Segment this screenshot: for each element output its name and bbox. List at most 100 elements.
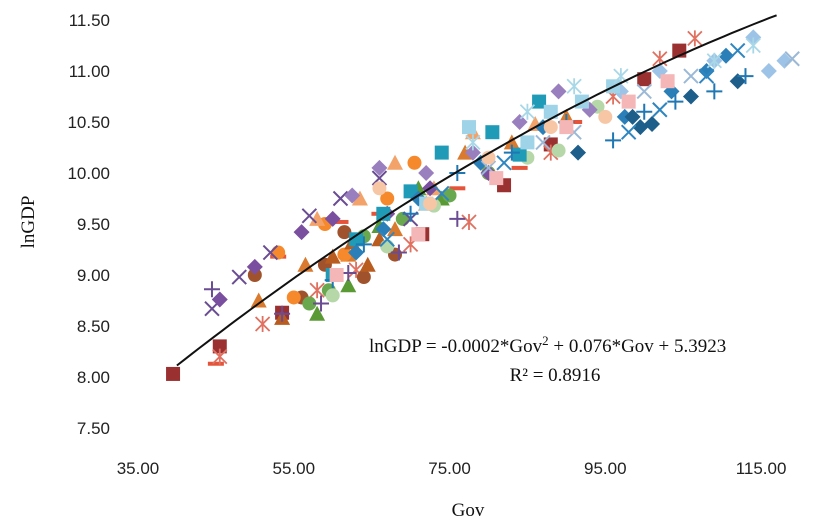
data-point: [462, 120, 476, 135]
data-point: [559, 120, 574, 135]
data-point: [247, 268, 262, 282]
x-tick-label: 55.00: [272, 459, 315, 478]
y-tick-label: 7.50: [77, 419, 110, 438]
data-point: [745, 37, 761, 54]
data-point: [262, 244, 279, 261]
data-point: [729, 42, 746, 59]
data-point: [418, 165, 435, 181]
data-point: [309, 210, 326, 226]
data-point: [729, 73, 746, 90]
data-point: [605, 132, 622, 149]
data-point: [332, 190, 349, 207]
data-point: [390, 244, 407, 261]
data-point: [212, 348, 228, 365]
data-point: [682, 88, 699, 105]
data-point: [380, 239, 395, 254]
data-point: [481, 150, 496, 165]
data-point: [687, 30, 703, 47]
data-point: [325, 288, 340, 303]
data-point: [551, 143, 566, 158]
data-point: [313, 295, 330, 312]
y-tick-label: 11.50: [69, 11, 110, 30]
x-tick-label: 35.00: [117, 459, 160, 478]
data-point: [496, 155, 512, 171]
data-point: [376, 206, 391, 221]
data-point: [372, 181, 387, 196]
data-point: [423, 196, 438, 211]
data-point: [212, 339, 227, 354]
data-point: [349, 232, 364, 247]
data-point: [207, 361, 224, 366]
data-point: [359, 256, 376, 272]
data-point: [683, 68, 699, 84]
y-tick-label: 8.00: [77, 368, 110, 387]
data-point: [550, 83, 567, 100]
data-point: [652, 102, 668, 118]
data-point: [532, 94, 547, 109]
data-point: [503, 134, 520, 150]
data-point: [461, 213, 477, 230]
data-point: [660, 74, 675, 89]
data-point: [302, 296, 317, 311]
data-point: [449, 210, 466, 227]
data-point: [271, 245, 286, 260]
axes: 7.50 8.00 8.50 9.00 9.50 10.00 10.50 11.00 11.50…: [67, 11, 786, 478]
data-point: [511, 165, 528, 170]
data-point: [464, 144, 481, 161]
data-point: [324, 210, 341, 227]
data-point: [543, 104, 558, 119]
data-point: [231, 269, 247, 285]
data-point: [485, 125, 500, 140]
data-point: [348, 244, 365, 261]
data-point: [465, 134, 481, 151]
data-point: [566, 78, 582, 95]
data-point: [402, 205, 419, 222]
data-point: [644, 116, 661, 133]
y-tick-label: 11.00: [69, 62, 110, 81]
data-point: [520, 135, 535, 150]
data-point: [375, 221, 392, 238]
data-point: [254, 315, 271, 332]
data-point: [434, 145, 449, 160]
data-point: [246, 258, 263, 275]
data-point: [706, 83, 723, 100]
data-point: [380, 191, 395, 206]
data-point: [329, 268, 344, 282]
data-point: [543, 120, 558, 135]
y-tick-label: 10.50: [67, 113, 110, 132]
y-tick-label: 9.00: [77, 266, 110, 285]
data-points: [166, 29, 800, 381]
data-point: [511, 114, 528, 130]
data-point: [337, 225, 352, 240]
data-point: [344, 187, 361, 204]
trendline: [176, 14, 777, 367]
data-point: [598, 109, 613, 124]
data-point: [324, 248, 341, 264]
x-tick-label: 75.00: [428, 459, 471, 478]
data-point: [570, 144, 587, 161]
data-point: [309, 305, 326, 321]
y-tick-label: 10.00: [67, 164, 110, 183]
data-point: [337, 247, 352, 262]
data-point: [387, 154, 404, 170]
data-point: [621, 94, 636, 109]
x-tick-label: 95.00: [584, 459, 627, 478]
y-tick-labels: 7.50 8.00 8.50 9.00 9.50 10.00 10.50 11.00 11.50: [67, 11, 110, 438]
data-point: [449, 165, 466, 181]
data-point: [636, 83, 652, 100]
data-point: [309, 282, 325, 299]
data-point: [489, 171, 504, 186]
data-point: [379, 231, 395, 248]
data-point: [698, 68, 715, 84]
y-tick-label: 8.50: [77, 317, 110, 336]
data-point: [166, 366, 181, 381]
data-point: [411, 227, 426, 242]
data-point: [371, 170, 388, 186]
y-tick-label: 9.50: [77, 215, 110, 234]
data-point: [274, 305, 291, 322]
r-squared-label: R² = 0.8916: [510, 365, 601, 386]
data-point: [434, 185, 450, 202]
data-point: [355, 236, 372, 253]
data-point: [356, 270, 371, 285]
